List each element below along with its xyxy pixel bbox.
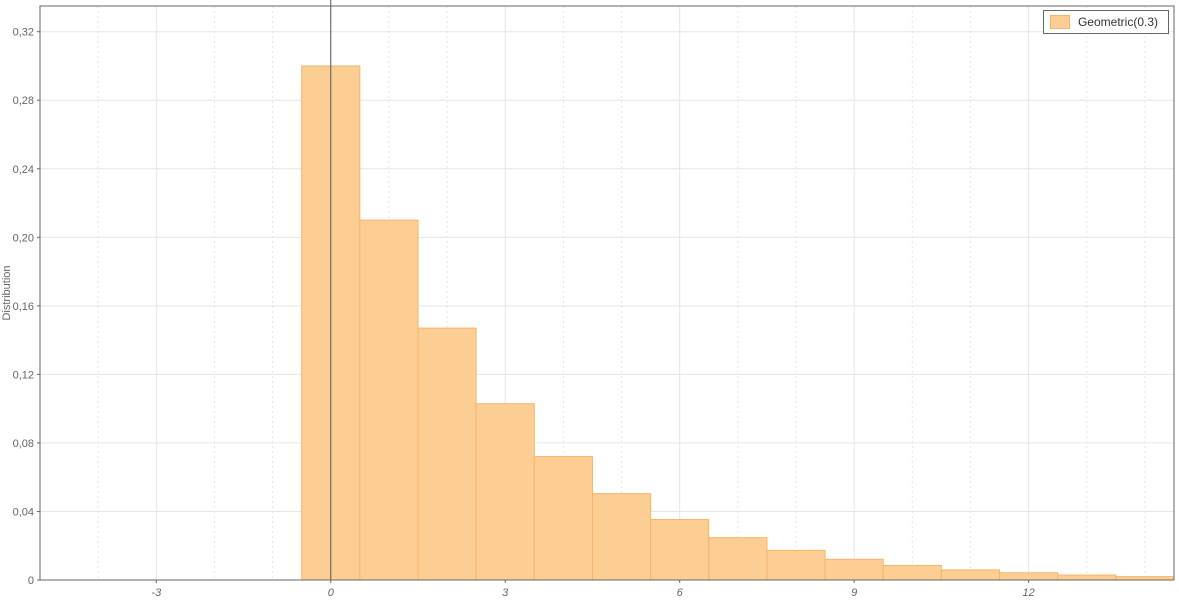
bar xyxy=(825,559,883,580)
bar xyxy=(1000,573,1058,580)
bar xyxy=(534,457,592,580)
chart-svg: 0 0,04 0,08 0,12 0,16 0,20 0,24 0,28 0,32 -3 0 3 6 9 1… xyxy=(0,0,1179,609)
bar xyxy=(651,520,709,580)
bar xyxy=(941,570,999,580)
bar xyxy=(592,494,650,580)
bar xyxy=(476,404,534,580)
x-tick-label: 6 xyxy=(677,587,684,599)
chart-legend: Geometric(0.3) xyxy=(1043,10,1169,34)
y-tick-label: 0,20 xyxy=(13,232,34,244)
bar xyxy=(1116,577,1174,580)
x-tick-label: 12 xyxy=(1022,587,1034,599)
legend-label: Geometric(0.3) xyxy=(1078,15,1158,29)
bar xyxy=(360,220,418,580)
distribution-chart: 0 0,04 0,08 0,12 0,16 0,20 0,24 0,28 0,32 -3 0 3 6 9 1… xyxy=(0,0,1179,609)
x-tick-label: -3 xyxy=(151,587,162,599)
y-tick-label: 0,24 xyxy=(13,164,34,176)
bar xyxy=(1058,575,1116,580)
bar xyxy=(883,565,941,580)
y-tick-label: 0,32 xyxy=(13,27,34,39)
x-tick-label: 0 xyxy=(328,587,335,599)
y-tick-label: 0,08 xyxy=(13,438,34,450)
legend-swatch xyxy=(1050,15,1070,29)
bar xyxy=(767,550,825,580)
y-tick-label: 0 xyxy=(28,575,34,587)
bar xyxy=(709,538,767,580)
y-tick-label: 0,16 xyxy=(13,301,34,313)
y-tick-label: 0,28 xyxy=(13,95,34,107)
x-tick-label: 3 xyxy=(502,587,509,599)
y-tick-label: 0,12 xyxy=(13,369,34,381)
y-axis-title: Distribution xyxy=(1,265,13,320)
y-tick-label: 0,04 xyxy=(13,506,34,518)
bar xyxy=(418,328,476,580)
x-tick-label: 9 xyxy=(851,587,857,599)
